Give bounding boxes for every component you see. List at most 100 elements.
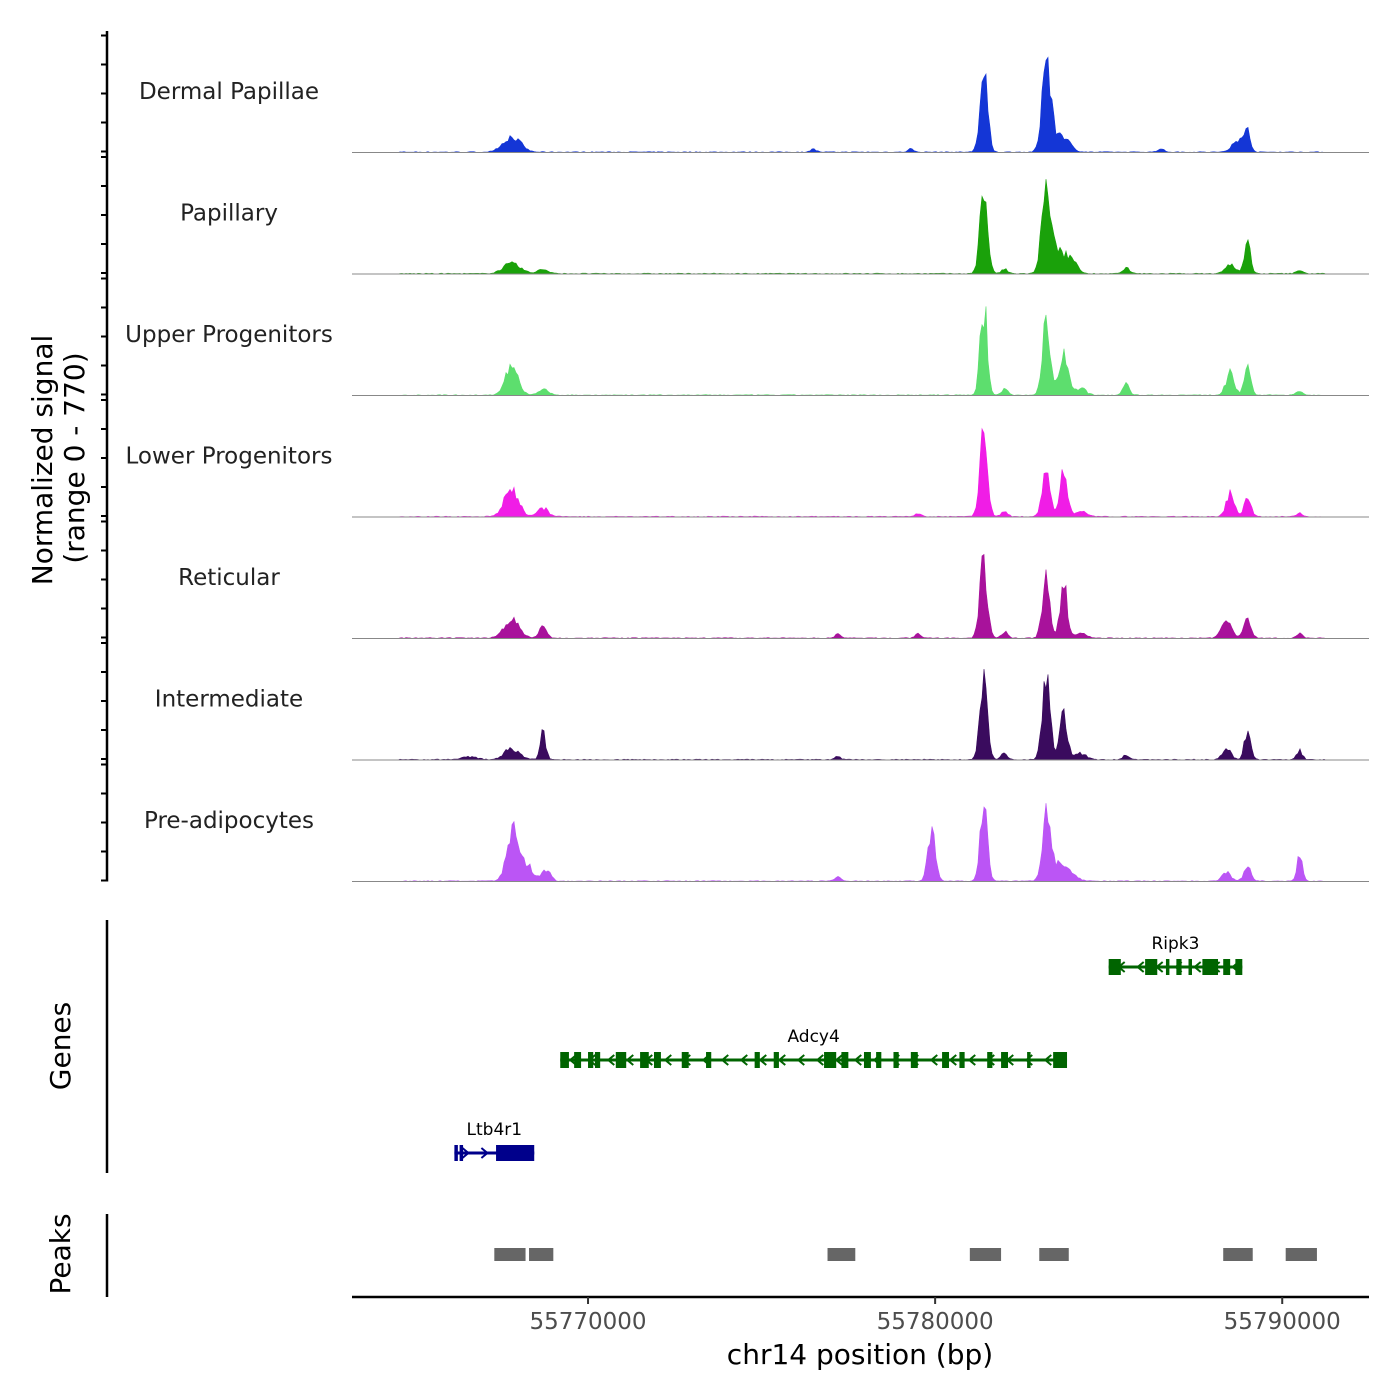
exon [681,1052,689,1068]
signal-area [352,306,1369,396]
peaks-panel [494,1248,1317,1261]
exon [754,1052,760,1068]
exon [560,1052,569,1068]
strand-arrow [606,1054,615,1066]
track-label: Lower Progenitors [126,444,333,470]
exon [959,1052,965,1068]
strand-arrow [815,1054,824,1066]
strand-arrow [461,1147,470,1159]
peak-region [827,1248,856,1261]
signal-track-2: Papillary [180,179,1369,275]
exon [640,1052,649,1068]
genes-panel: Ripk3 Adcy4 Ltb4r1 [454,934,1243,1161]
exon [454,1145,458,1161]
strand-arrow [739,1054,748,1066]
gene-ltb4r1: Ltb4r1 [454,1120,535,1161]
x-axis: 55770000 55780000 55790000 [352,1295,1369,1335]
exon [653,1052,661,1068]
x-tick-label: 55780000 [877,1309,994,1335]
track-label: Pre-adipocytes [144,808,314,834]
exon [706,1052,712,1068]
gene-ripk3: Ripk3 [1108,934,1243,975]
y-axis-title-line1: Normalized signal [26,335,59,586]
exon [863,1052,871,1068]
exon [1053,1052,1068,1068]
signal-track-1: Dermal Papillae [139,56,1369,153]
exon [1165,959,1170,975]
strand-arrow [663,1054,672,1066]
x-tick-label: 55770000 [529,1309,646,1335]
exon [594,1052,601,1068]
exon [1235,959,1243,975]
exon [910,1052,918,1068]
signal-track-5: Reticular [178,553,1369,639]
signal-y-axis [101,31,109,882]
strand-arrow [967,1054,976,1066]
strand-arrow [777,1054,786,1066]
gene-label: Adcy4 [787,1027,839,1047]
signal-area [352,803,1369,882]
strand-arrow [480,1147,489,1159]
exon [496,1145,535,1161]
gene-adcy4: Adcy4 [560,1027,1068,1068]
track-label: Intermediate [155,687,303,713]
exon [841,1052,849,1068]
track-label: Papillary [180,201,278,227]
strand-arrow [1043,1054,1052,1066]
strand-arrow [625,1054,634,1066]
strand-arrow [1193,961,1202,973]
track-label: Upper Progenitors [125,322,333,348]
signal-track-4: Lower Progenitors [126,427,1369,518]
exon [1223,959,1231,975]
strand-arrow [796,1054,805,1066]
track-label: Reticular [178,565,280,591]
exon [1027,1052,1031,1068]
exon [615,1052,627,1068]
exon [459,1145,464,1161]
strand-arrow [853,1054,862,1066]
exon [574,1052,582,1068]
signal-tracks: Dermal Papillae Papillary Upper Progenitor… [125,56,1369,882]
peak-region [1285,1248,1317,1261]
peaks-track-title: Peaks [44,1213,77,1294]
exon [1145,959,1158,975]
exon [824,1052,837,1068]
exon [588,1052,594,1068]
peak-region [1039,1248,1069,1261]
strand-arrow [834,1054,843,1066]
gene-label: Ltb4r1 [467,1120,523,1140]
strand-arrow [758,1054,767,1066]
exon [987,1052,993,1068]
exon [1188,959,1192,975]
signal-area [352,553,1369,639]
strand-arrow [720,1054,729,1066]
x-axis-title: chr14 position (bp) [727,1338,993,1371]
x-tick-label: 55790000 [1224,1309,1341,1335]
exon [1001,1052,1009,1068]
genes-track-title: Genes [44,1002,77,1090]
signal-area [352,427,1369,518]
exon [942,1052,950,1068]
peak-region [494,1248,526,1261]
signal-track-3: Upper Progenitors [125,306,1369,396]
exon [876,1052,882,1068]
signal-track-7: Pre-adipocytes [144,803,1369,882]
signal-area [352,56,1369,153]
strand-arrow [1136,961,1145,973]
exon [1108,959,1121,975]
strand-arrow [929,1054,938,1066]
peak-region [529,1248,554,1261]
gene-label: Ripk3 [1151,934,1199,954]
signal-track-6: Intermediate [155,668,1369,761]
track-label: Dermal Papillae [139,79,319,105]
exon [1176,959,1182,975]
peak-region [969,1248,1002,1261]
exon [773,1052,779,1068]
exon [893,1052,899,1068]
peak-region [1223,1248,1253,1261]
y-axis-title-line2: (range 0 - 770) [58,352,91,563]
signal-area [352,179,1369,275]
strand-arrow [948,1054,957,1066]
exon [1202,959,1219,975]
